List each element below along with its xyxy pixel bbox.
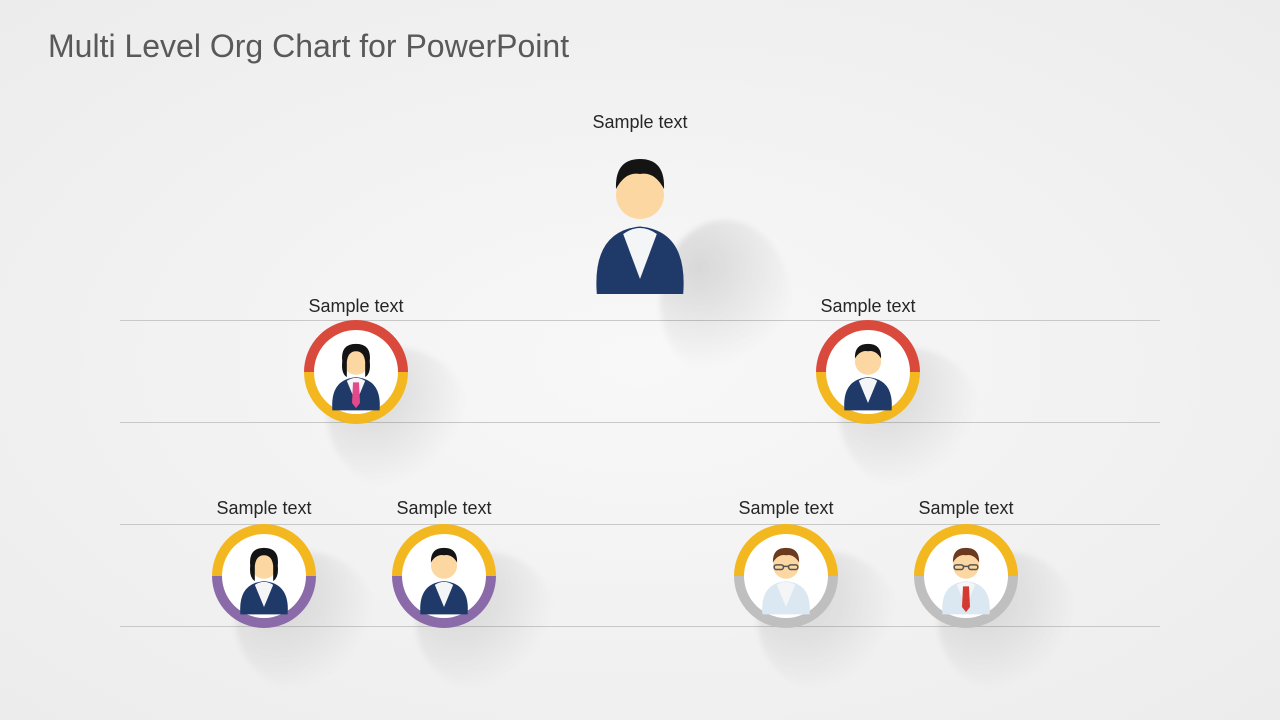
node-label: Sample text <box>308 296 403 317</box>
org-node <box>392 524 496 628</box>
node-label: Sample text <box>820 296 915 317</box>
person-icon <box>231 540 297 619</box>
org-node <box>212 524 316 628</box>
person-icon <box>933 540 999 619</box>
guide-line <box>120 320 1160 321</box>
org-node <box>914 524 1018 628</box>
person-icon <box>323 336 389 415</box>
node-label: Sample text <box>738 498 833 519</box>
guide-line <box>120 422 1160 423</box>
org-node <box>304 320 408 424</box>
slide-title: Multi Level Org Chart for PowerPoint <box>48 28 569 65</box>
node-label: Sample text <box>592 112 687 133</box>
org-node <box>816 320 920 424</box>
person-icon <box>753 540 819 619</box>
person-icon <box>835 336 901 415</box>
node-label: Sample text <box>216 498 311 519</box>
node-label: Sample text <box>918 498 1013 519</box>
node-label: Sample text <box>396 498 491 519</box>
org-node <box>734 524 838 628</box>
person-icon <box>411 540 477 619</box>
boss-avatar <box>580 144 700 299</box>
